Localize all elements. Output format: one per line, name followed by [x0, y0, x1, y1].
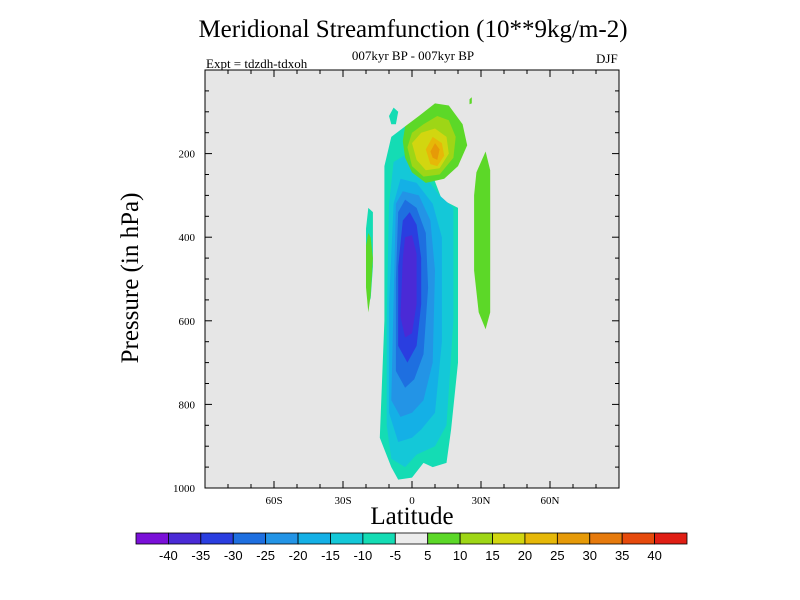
x-tick-label: 0 [409, 495, 415, 507]
x-tick-label: 60N [541, 495, 560, 507]
colorbar-label: 15 [485, 548, 499, 563]
colorbar-label: -40 [159, 548, 178, 563]
colorbar-swatch [330, 532, 364, 545]
colorbar-label: -25 [256, 548, 275, 563]
chart-subtitle: 007kyr BP - 007kyr BP [351, 48, 475, 63]
colorbar-label: 30 [583, 548, 597, 563]
colorbar-label: 25 [550, 548, 564, 563]
colorbar-swatch [200, 532, 234, 545]
x-tick-label: 30N [472, 495, 491, 507]
x-tick-label: 60S [265, 495, 282, 507]
contour-pos-25 [430, 143, 440, 160]
colorbar: -40 -35 -30 -25 -20 -15 -10 -5 5 10 15 20 25 30 35 40 [135, 532, 688, 563]
contour-regions [366, 97, 491, 480]
colorbar-label: 35 [615, 548, 629, 563]
colorbar-label: -35 [191, 548, 210, 563]
x-tick-label: 30S [334, 495, 351, 507]
colorbar-label: 40 [647, 548, 661, 563]
y-tick-label: 800 [179, 399, 196, 411]
colorbar-swatch [362, 532, 396, 545]
colorbar-swatch [135, 532, 169, 545]
colorbar-swatch [556, 532, 591, 545]
colorbar-swatch [524, 532, 558, 545]
contour-pos-5-right [474, 151, 491, 330]
colorbar-swatch [297, 532, 331, 545]
colorbar-swatch [265, 532, 299, 545]
colorbar-swatch [621, 532, 655, 545]
y-tick-label: 1000 [173, 483, 196, 495]
contour-pos-5-left [366, 233, 373, 313]
contour-neg-35 [400, 235, 417, 338]
colorbar-swatch [492, 532, 526, 545]
colorbar-label: -15 [321, 548, 340, 563]
colorbar-label: -30 [224, 548, 243, 563]
colorbar-swatch [394, 532, 429, 545]
axis-ticks [205, 70, 619, 489]
y-tick-label: 600 [179, 316, 196, 328]
colorbar-label: 10 [453, 548, 467, 563]
colorbar-swatch [232, 532, 267, 545]
contour-neg-5-small-top [389, 107, 399, 125]
experiment-label: Expt = tdzdh-tdxoh [206, 56, 308, 71]
colorbar-label: -10 [353, 548, 372, 563]
y-tick-label: 200 [179, 149, 196, 161]
y-tick-label: 400 [179, 232, 196, 244]
colorbar-label: 5 [424, 548, 431, 563]
season-label: DJF [596, 51, 618, 66]
colorbar-swatch [427, 532, 461, 545]
colorbar-swatch [589, 532, 623, 545]
x-axis-label: Latitude [370, 503, 453, 530]
chart-title: Meridional Streamfunction (10**9kg/m-2) [198, 16, 628, 43]
colorbar-swatch [459, 532, 493, 545]
colorbar-swatch [168, 532, 202, 545]
colorbar-swatch [654, 532, 688, 545]
colorbar-label: 20 [518, 548, 532, 563]
y-axis-label: Pressure (in hPa) [117, 193, 144, 364]
axis-tick-labels: 60S 30S 0 30N 60N 200 400 600 800 1000 [173, 149, 560, 507]
colorbar-label: -20 [289, 548, 308, 563]
contour-pos-5-speck [469, 97, 472, 105]
colorbar-label: -5 [390, 548, 402, 563]
